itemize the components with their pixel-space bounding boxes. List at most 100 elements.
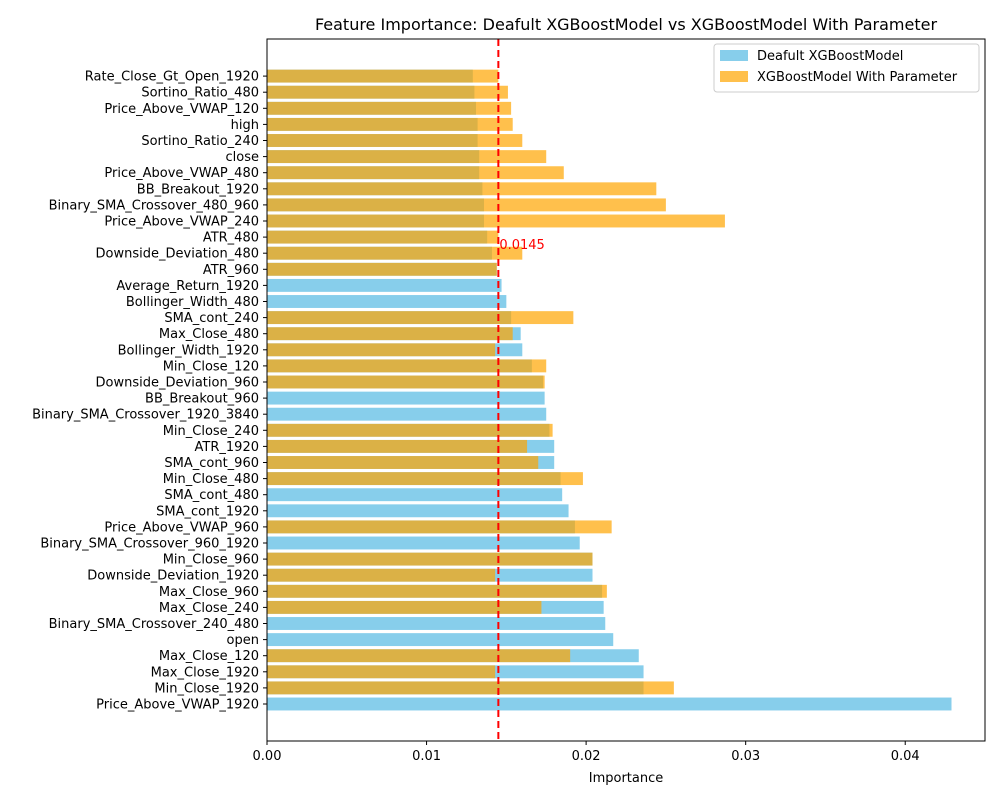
bar-with-parameter [267,520,612,534]
y-tick-label: Max_Close_960 [159,585,259,600]
x-tick-label: 0.00 [253,749,282,764]
y-tick-label: Max_Close_480 [159,327,259,342]
x-axis-label: Importance [589,771,664,786]
bar-with-parameter [267,117,513,131]
bar-default [267,617,606,630]
plot-frame [266,38,986,742]
bar-with-parameter [267,134,523,147]
y-tick-label: Max_Close_1920 [151,665,259,680]
y-tick-label: Binary_SMA_Crossover_240_480 [49,617,259,632]
y-tick-label: Sortino_Ratio_240 [141,134,259,149]
legend: Deafult XGBoostModel XGBoostModel With Pa… [713,43,980,93]
legend-frame [713,43,980,93]
legend-swatch [720,50,748,61]
y-tick-label: Price_Above_VWAP_120 [104,102,259,117]
x-tick-label: 0.02 [572,749,601,764]
bar-with-parameter [267,600,542,614]
y-tick-label: Bollinger_Width_480 [126,295,259,310]
bar-with-parameter [267,214,725,228]
bars-layer [267,69,952,711]
bar-with-parameter [267,246,523,260]
bar-with-parameter [267,69,499,83]
bar-default [267,407,547,421]
bar-with-parameter [267,584,607,598]
y-axis: Price_Above_VWAP_1920Min_Close_1920Max_C… [32,70,267,713]
bar-with-parameter [267,423,553,437]
bar-default [267,295,507,308]
y-tick-label: Min_Close_480 [163,472,259,487]
y-tick-label: Min_Close_240 [163,424,259,439]
bar-default [267,504,569,518]
y-tick-label: Price_Above_VWAP_480 [104,166,259,181]
y-tick-label: Max_Close_120 [159,649,259,664]
bar-with-parameter [267,262,497,276]
bar-default [267,633,614,647]
bar-with-parameter [267,552,593,566]
legend-swatch [720,71,748,82]
y-tick-label: Price_Above_VWAP_960 [104,520,259,535]
y-tick-label: ATR_480 [203,231,259,246]
y-tick-label: Downside_Deviation_480 [96,247,259,262]
bar-default [267,697,952,711]
bar-with-parameter [267,150,547,164]
reference-line-label: 0.0145 [499,238,545,253]
bar-with-parameter [267,166,564,180]
y-tick-label: SMA_cont_240 [164,311,259,326]
y-tick-label: Price_Above_VWAP_1920 [96,698,259,713]
bar-with-parameter [267,198,666,212]
y-tick-label: SMA_cont_960 [164,456,259,471]
y-tick-label: Price_Above_VWAP_240 [104,215,259,230]
y-tick-label: BB_Breakout_1920 [137,182,259,197]
bar-with-parameter [267,311,574,325]
bar-with-parameter [267,230,499,244]
y-tick-label: ATR_960 [203,263,259,278]
bar-with-parameter [267,472,583,486]
y-tick-label: Downside_Deviation_1920 [87,569,259,584]
x-tick-label: 0.03 [731,749,760,764]
y-tick-label: Rate_Close_Gt_Open_1920 [85,70,259,85]
bar-with-parameter [267,456,539,469]
bar-with-parameter [267,649,571,663]
bar-with-parameter [267,375,545,389]
bar-default [267,536,580,550]
y-tick-label: Binary_SMA_Crossover_1920_3840 [32,408,259,423]
y-tick-label: ATR_1920 [195,440,259,455]
bar-default [267,278,502,292]
bar-with-parameter [267,568,496,582]
x-tick-label: 0.01 [412,749,441,764]
y-tick-label: Max_Close_240 [159,601,259,616]
y-tick-label: close [226,150,259,165]
x-tick-label: 0.04 [891,749,920,764]
bar-default [267,488,563,502]
y-tick-label: high [231,118,259,133]
bar-with-parameter [267,665,496,679]
bar-with-parameter [267,359,547,373]
bar-default [267,391,545,405]
y-tick-label: Binary_SMA_Crossover_480_960 [49,198,259,213]
y-tick-label: Min_Close_120 [163,359,259,374]
y-tick-label: Min_Close_1920 [154,681,259,696]
y-tick-label: open [227,633,259,648]
y-tick-label: BB_Breakout_960 [145,392,259,407]
bar-with-parameter [267,101,512,115]
bar-with-parameter [267,343,496,357]
y-tick-label: SMA_cont_1920 [156,504,259,519]
bar-with-parameter [267,439,528,453]
reference-line-group: 0.0145 [497,39,545,741]
y-tick-label: Average_Return_1920 [116,279,259,294]
bar-with-parameter [267,681,674,695]
chart-title: Feature Importance: Deafult XGBoostModel… [315,15,938,34]
y-tick-label: SMA_cont_480 [164,488,259,503]
y-tick-label: Min_Close_960 [163,553,259,568]
y-tick-label: Sortino_Ratio_480 [141,86,259,101]
y-tick-label: Downside_Deviation_960 [96,376,259,391]
legend-label: Deafult XGBoostModel [757,49,903,64]
x-axis: 0.00 0.01 0.02 0.03 0.04 [253,741,920,764]
legend-label: XGBoostModel With Parameter [757,70,958,85]
bar-with-parameter [267,85,508,99]
bar-with-parameter [267,182,657,196]
y-tick-label: Bollinger_Width_1920 [118,343,259,358]
y-tick-label: Binary_SMA_Crossover_960_1920 [40,537,259,552]
